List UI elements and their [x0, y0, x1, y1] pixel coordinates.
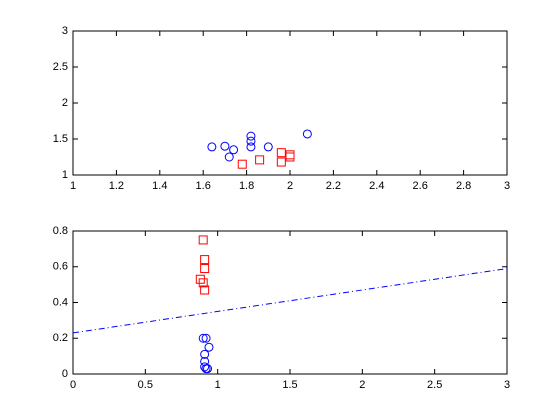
x-tick-label: 2.4: [369, 180, 384, 192]
point: [204, 342, 214, 352]
x-tick-label: 2.6: [413, 180, 428, 192]
point: [198, 278, 208, 288]
plot-area: [72, 230, 508, 375]
x-tick-label: 1: [215, 379, 221, 391]
point: [198, 333, 208, 343]
point: [201, 333, 211, 343]
point: [263, 142, 273, 152]
point: [200, 285, 210, 295]
point: [255, 155, 265, 165]
fit-line: [72, 268, 508, 334]
x-tick-label: 2: [287, 180, 293, 192]
y-tick-label: 0.8: [53, 225, 68, 237]
y-tick-label: 0.4: [53, 296, 68, 308]
x-tick-label: 3: [504, 180, 510, 192]
x-tick-label: 1.6: [196, 180, 211, 192]
point: [200, 362, 210, 372]
point: [276, 148, 286, 158]
point: [200, 255, 210, 265]
x-tick-label: 1.4: [152, 180, 167, 192]
point: [285, 152, 295, 162]
x-tick-label: 0.5: [138, 379, 153, 391]
x-tick-label: 1.2: [109, 180, 124, 192]
x-tick-label: 2: [359, 379, 365, 391]
point: [276, 157, 286, 167]
x-tick-label: 1.5: [282, 379, 297, 391]
point: [246, 142, 256, 152]
point: [198, 235, 208, 245]
y-tick-label: 1: [62, 169, 68, 181]
x-tick-label: 3: [504, 379, 510, 391]
y-tick-label: 1.5: [53, 133, 68, 145]
point: [246, 136, 256, 146]
point: [224, 152, 234, 162]
x-tick-label: 2.8: [456, 180, 471, 192]
y-tick-label: 0.2: [53, 332, 68, 344]
point: [302, 129, 312, 139]
point: [207, 142, 217, 152]
y-tick-label: 0.6: [53, 261, 68, 273]
y-tick-label: 2: [62, 97, 68, 109]
x-tick-label: 2.5: [427, 379, 442, 391]
point: [246, 131, 256, 141]
x-tick-label: 2.2: [326, 180, 341, 192]
y-tick-label: 0: [62, 368, 68, 380]
point: [203, 364, 213, 374]
point: [200, 264, 210, 274]
point: [229, 145, 239, 155]
y-tick-label: 2.5: [53, 61, 68, 73]
x-tick-label: 0: [70, 379, 76, 391]
point: [220, 141, 230, 151]
x-tick-label: 1.8: [239, 180, 254, 192]
point: [200, 349, 210, 359]
point: [237, 159, 247, 169]
y-tick-label: 3: [62, 25, 68, 37]
x-tick-label: 1: [70, 180, 76, 192]
